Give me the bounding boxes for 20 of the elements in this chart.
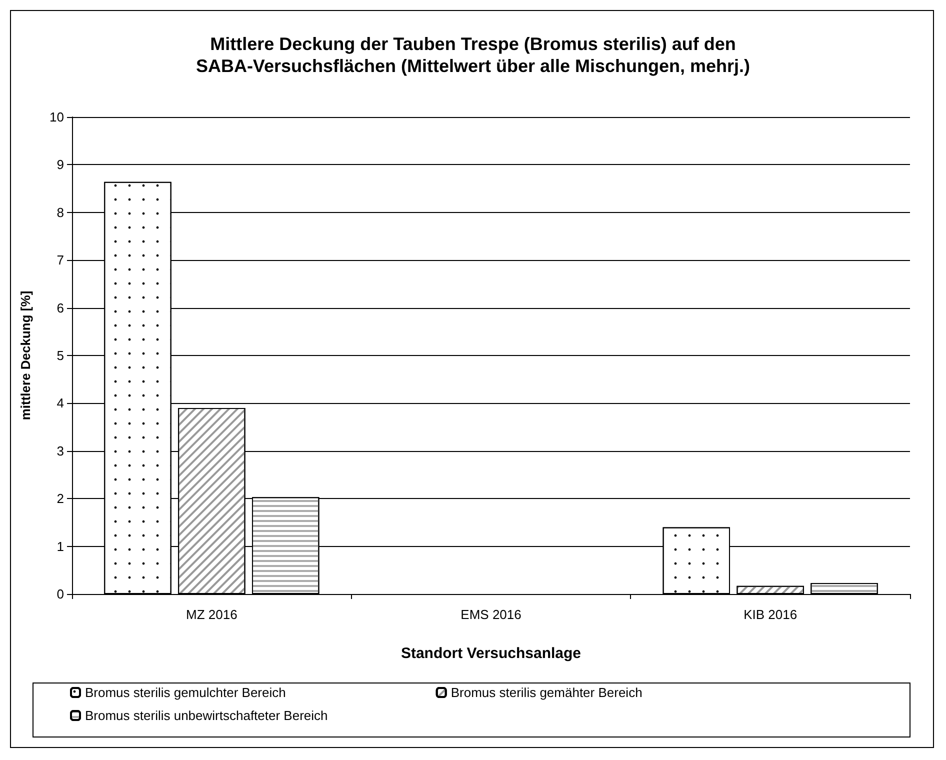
chart-title: Mittlere Deckung der Tauben Trespe (Bromus sterilis) auf den SABA-Versuchsflächen (Mittelwert über alle Mischungen, mehrj.)	[196, 34, 750, 76]
y-tick-label: 8	[56, 204, 64, 220]
y-tick-label: 9	[56, 157, 64, 172]
y-axis-title: mittlere Deckung [%]	[18, 290, 33, 420]
x-axis-title: Standort Versuchsanlage	[400, 645, 582, 662]
y-tick-label: 7	[56, 252, 64, 268]
x-tick-label: EMS 2016	[460, 607, 522, 622]
x-tick-label: KIB 2016	[744, 607, 798, 622]
legend-label: Bromus sterilis gemulchter Bereich	[85, 685, 286, 700]
legend-label: Bromus sterilis gemähter Bereich	[450, 685, 642, 700]
y-tick-label: 3	[56, 443, 64, 458]
x-tick-label: MZ 2016	[186, 607, 238, 622]
legend-label: Bromus sterilis unbewirtschafteter Bereich	[85, 708, 328, 723]
y-tick-label: 6	[56, 300, 64, 316]
y-tick-label: 2	[56, 491, 64, 506]
y-tick-label: 4	[56, 396, 64, 411]
y-tick-label: 0	[56, 586, 64, 602]
y-tick-label: 1	[56, 538, 64, 554]
y-tick-label: 5	[56, 348, 64, 363]
y-tick-label: 10	[50, 110, 64, 124]
